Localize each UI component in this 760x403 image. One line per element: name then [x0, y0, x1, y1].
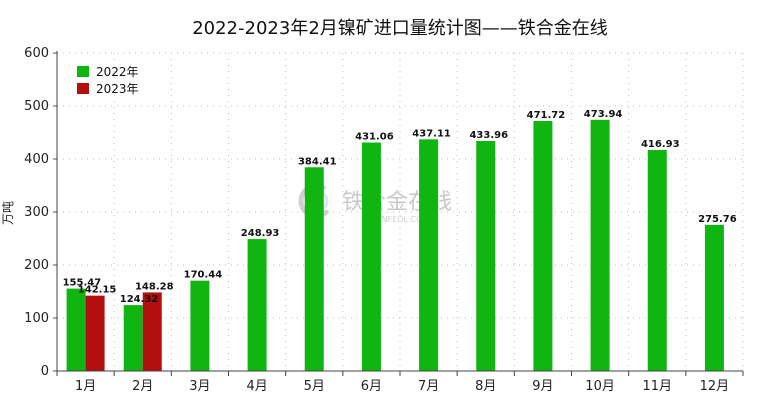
data-label-2022: 170.44: [184, 270, 223, 281]
bar-2022: [647, 150, 667, 371]
watermark-subtext: CNFEOL.COM: [376, 215, 429, 224]
bar-2022: [123, 305, 143, 371]
x-tick-label: 11月: [642, 379, 672, 394]
y-tick-label: 300: [24, 205, 49, 220]
bar-2022: [704, 224, 724, 371]
data-label-2022: 433.96: [469, 130, 508, 141]
bar-2022: [247, 239, 267, 371]
chart-title: 2022-2023年2月镍矿进口量统计图——铁合金在线: [192, 18, 608, 39]
x-tick-label: 1月: [75, 379, 96, 394]
data-label-2022: 248.93: [241, 228, 280, 239]
data-label-2022: 275.76: [698, 214, 737, 225]
x-tick-label: 7月: [418, 379, 439, 394]
x-tick-label: 6月: [361, 379, 382, 394]
axis-layer: 0 100 200 300 400 500 600 1月 2月 3月 4月 5月 6月 7月 8月 9月 10月…: [24, 46, 744, 394]
data-label-2022: 384.41: [298, 156, 337, 167]
bar-2022: [190, 280, 210, 371]
bars-layer: [66, 119, 724, 371]
x-tick-label: 5月: [304, 379, 325, 394]
bar-2022: [66, 288, 86, 371]
bar-2022: [304, 167, 324, 371]
y-tick-label: 0: [41, 364, 49, 379]
bar-2022: [533, 120, 553, 371]
legend-label: 2022年: [96, 65, 139, 79]
data-label-2022: 124.32: [120, 294, 159, 305]
x-tick-label: 3月: [189, 379, 210, 394]
data-label-2023: 148.28: [135, 281, 174, 292]
bar-2023: [142, 292, 162, 371]
legend-label: 2023年: [96, 82, 139, 96]
x-tick-label: 12月: [700, 379, 730, 394]
bar-2022: [361, 142, 381, 371]
x-tick-label: 10月: [585, 379, 615, 394]
x-tick-label: 8月: [475, 379, 496, 394]
x-tick-label: 2月: [132, 379, 153, 394]
bar-2022: [419, 139, 439, 371]
data-label-2022: 416.93: [641, 139, 680, 150]
data-label-2022: 431.06: [355, 132, 394, 143]
y-axis-label: 万吨: [1, 201, 15, 225]
legend-swatch: [77, 66, 89, 77]
x-tick-label: 9月: [532, 379, 553, 394]
grid-layer: [57, 52, 744, 371]
bar-2022: [590, 119, 610, 371]
bar-2023: [85, 295, 105, 371]
x-tick-label: 4月: [246, 379, 267, 394]
data-label-2022: 471.72: [527, 110, 566, 121]
y-tick-label: 500: [24, 99, 49, 114]
y-tick-label: 600: [24, 46, 49, 61]
data-label-2022: 473.94: [584, 109, 623, 120]
bar-2022: [476, 141, 496, 371]
data-label-2022: 437.11: [412, 128, 451, 139]
data-label-2023: 142.15: [78, 285, 117, 296]
data-label-2022: 155.47: [63, 278, 102, 289]
legend: 2022年 2023年: [77, 65, 139, 96]
legend-swatch: [77, 83, 89, 94]
y-tick-label: 200: [24, 258, 49, 273]
y-tick-label: 100: [24, 311, 49, 326]
y-tick-label: 400: [24, 152, 49, 167]
